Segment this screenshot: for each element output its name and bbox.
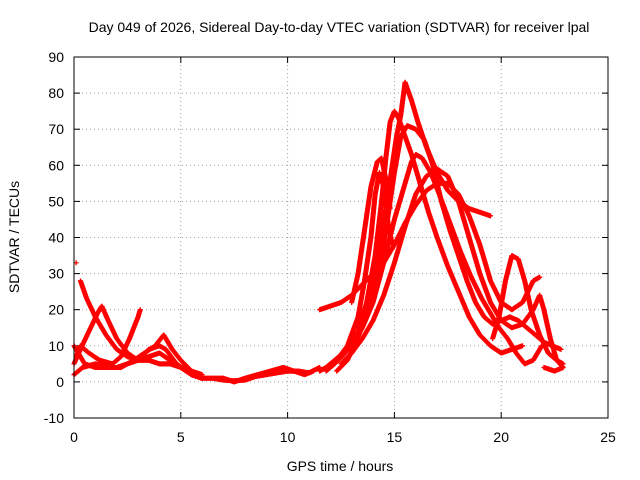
series-arc-13 — [317, 180, 543, 313]
x-tick-label: 10 — [280, 429, 296, 445]
x-tick-label: 25 — [600, 429, 616, 445]
y-tick-label: 0 — [56, 374, 64, 390]
data-point — [310, 368, 316, 374]
x-tick-label: 15 — [387, 429, 403, 445]
series-arc-7 — [210, 364, 316, 385]
x-tick-label: 5 — [177, 429, 185, 445]
x-tick-label: 20 — [493, 429, 509, 445]
y-tick-label: -10 — [44, 410, 64, 426]
data-point — [520, 343, 526, 349]
data-markers — [71, 79, 566, 385]
y-tick-label: 10 — [48, 338, 64, 354]
axis-ticks: -10 0 10 20 30 40 50 60 70 80 90 0 5 10 15 20 25 — [44, 49, 616, 445]
y-tick-label: 40 — [48, 230, 64, 246]
y-tick-label: 20 — [48, 302, 64, 318]
y-tick-label: 60 — [48, 157, 64, 173]
data-point — [137, 307, 143, 313]
data-point — [558, 346, 564, 352]
x-tick-label: 0 — [70, 429, 78, 445]
y-tick-label: 90 — [48, 49, 64, 65]
chart-title: Day 049 of 2026, Sidereal Day-to-day VTE… — [89, 19, 590, 35]
y-tick-label: 70 — [48, 121, 64, 137]
y-tick-label: 30 — [48, 266, 64, 282]
y-tick-label: 80 — [48, 85, 64, 101]
y-tick-label: 50 — [48, 193, 64, 209]
